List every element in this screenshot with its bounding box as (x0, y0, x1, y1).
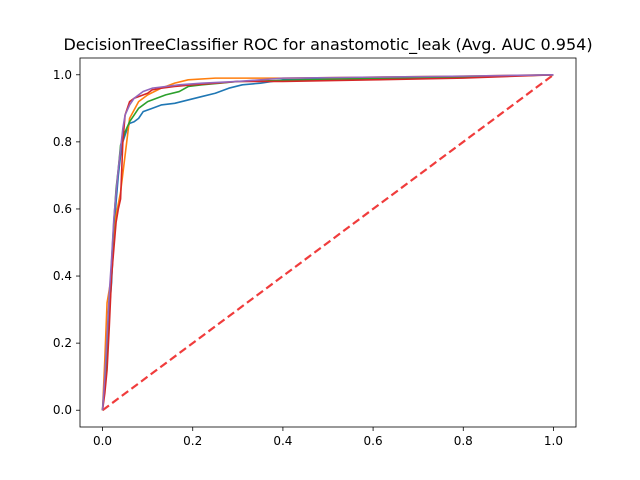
x-axis: 0.0 0.2 0.4 0.6 0.8 1.0 (93, 427, 563, 448)
y-tick-label: 1.0 (53, 68, 72, 82)
x-tick-label: 0.2 (183, 434, 202, 448)
x-tick-label: 1.0 (544, 434, 563, 448)
chart-title: DecisionTreeClassifier ROC for anastomot… (63, 35, 592, 55)
plot-area (101, 73, 555, 412)
x-tick-label: 0.4 (273, 434, 292, 448)
x-tick-label: 0.6 (364, 434, 383, 448)
x-tick-label: 0.8 (454, 434, 473, 448)
y-axis: 0.0 0.2 0.4 0.6 0.8 1.0 (53, 68, 80, 417)
y-tick-label: 0.2 (53, 336, 72, 350)
y-tick-label: 0.4 (53, 269, 72, 283)
roc-curve-5 (101, 73, 554, 411)
axes-frame (79, 57, 577, 428)
x-tick-label: 0.0 (93, 434, 112, 448)
y-tick-label: 0.0 (53, 403, 72, 417)
y-tick-label: 0.8 (53, 135, 72, 149)
chance-reference-line (101, 73, 555, 412)
y-tick-label: 0.6 (53, 202, 72, 216)
